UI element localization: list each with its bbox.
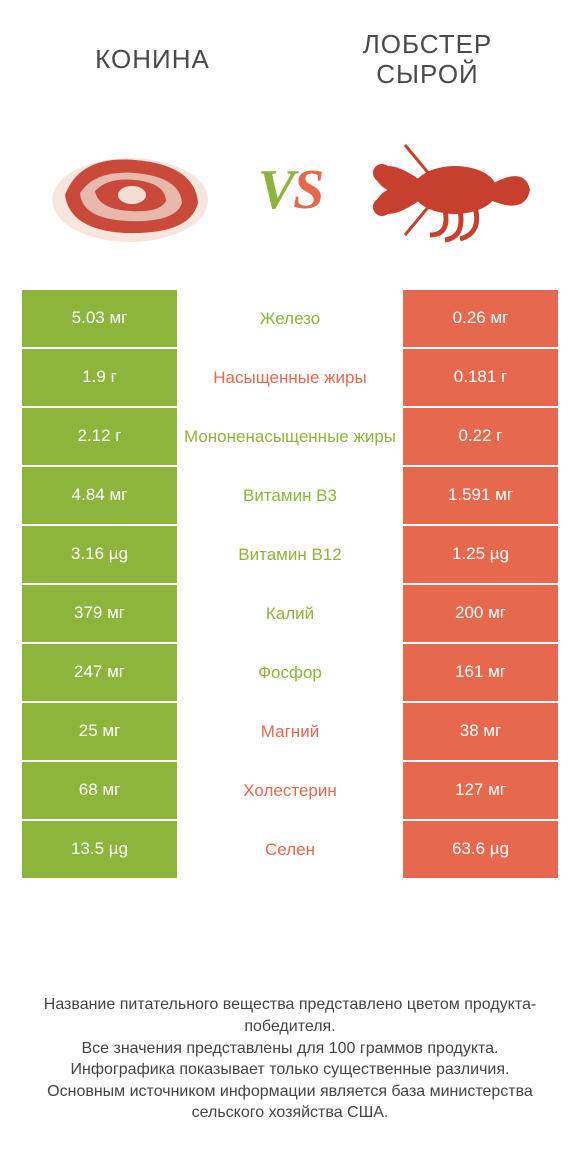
footer-line-2: Все значения представлены для 100 граммо… <box>28 1038 552 1060</box>
right-value-cell: 161 мг <box>403 644 558 701</box>
title-right: ЛОБСТЕР СЫРОЙ <box>315 30 540 90</box>
right-value-cell: 0.22 г <box>403 408 558 465</box>
right-value-cell: 1.25 µg <box>403 526 558 583</box>
table-row: 5.03 мгЖелезо0.26 мг <box>22 290 558 347</box>
nutrient-label: Холестерин <box>177 762 403 819</box>
left-value-cell: 247 мг <box>22 644 177 701</box>
nutrient-label: Насыщенные жиры <box>177 349 403 406</box>
left-value-cell: 379 мг <box>22 585 177 642</box>
right-value-cell: 63.6 µg <box>403 821 558 878</box>
vs-label: VS <box>258 162 323 218</box>
right-value-cell: 127 мг <box>403 762 558 819</box>
left-value-cell: 2.12 г <box>22 408 177 465</box>
comparison-table: 5.03 мгЖелезо0.26 мг1.9 гНасыщенные жиры… <box>0 290 580 878</box>
nutrient-label: Витамин B3 <box>177 467 403 524</box>
right-value-cell: 0.181 г <box>403 349 558 406</box>
footer-line-1: Название питательного вещества представл… <box>28 994 552 1037</box>
left-value-cell: 5.03 мг <box>22 290 177 347</box>
nutrient-label: Селен <box>177 821 403 878</box>
nutrient-label: Мононенасыщенные жиры <box>177 408 403 465</box>
table-row: 4.84 мгВитамин B31.591 мг <box>22 467 558 524</box>
right-value-cell: 1.591 мг <box>403 467 558 524</box>
right-value-cell: 200 мг <box>403 585 558 642</box>
left-product-image <box>40 125 220 255</box>
nutrient-label: Витамин B12 <box>177 526 403 583</box>
left-value-cell: 68 мг <box>22 762 177 819</box>
nutrient-label: Магний <box>177 703 403 760</box>
table-row: 2.12 гМононенасыщенные жиры0.22 г <box>22 408 558 465</box>
meat-icon <box>40 125 220 255</box>
left-value-cell: 3.16 µg <box>22 526 177 583</box>
lobster-icon <box>360 125 540 255</box>
footer-text: Название питательного вещества представл… <box>0 994 580 1124</box>
left-value-cell: 1.9 г <box>22 349 177 406</box>
table-row: 1.9 гНасыщенные жиры0.181 г <box>22 349 558 406</box>
table-row: 3.16 µgВитамин B121.25 µg <box>22 526 558 583</box>
header: КОНИНА ЛОБСТЕР СЫРОЙ <box>0 0 580 100</box>
nutrient-label: Железо <box>177 290 403 347</box>
vs-s: S <box>293 162 322 218</box>
vs-v: V <box>258 162 293 218</box>
footer-line-4: Основным источником информации является … <box>28 1081 552 1124</box>
table-row: 13.5 µgСелен63.6 µg <box>22 821 558 878</box>
table-row: 379 мгКалий200 мг <box>22 585 558 642</box>
table-row: 247 мгФосфор161 мг <box>22 644 558 701</box>
footer-line-3: Инфографика показывает только существенн… <box>28 1059 552 1081</box>
title-left: КОНИНА <box>40 45 265 75</box>
right-value-cell: 38 мг <box>403 703 558 760</box>
images-row: VS <box>0 100 580 290</box>
table-row: 25 мгМагний38 мг <box>22 703 558 760</box>
left-value-cell: 25 мг <box>22 703 177 760</box>
right-product-image <box>360 125 540 255</box>
nutrient-label: Калий <box>177 585 403 642</box>
left-value-cell: 13.5 µg <box>22 821 177 878</box>
right-value-cell: 0.26 мг <box>403 290 558 347</box>
left-value-cell: 4.84 мг <box>22 467 177 524</box>
table-row: 68 мгХолестерин127 мг <box>22 762 558 819</box>
nutrient-label: Фосфор <box>177 644 403 701</box>
